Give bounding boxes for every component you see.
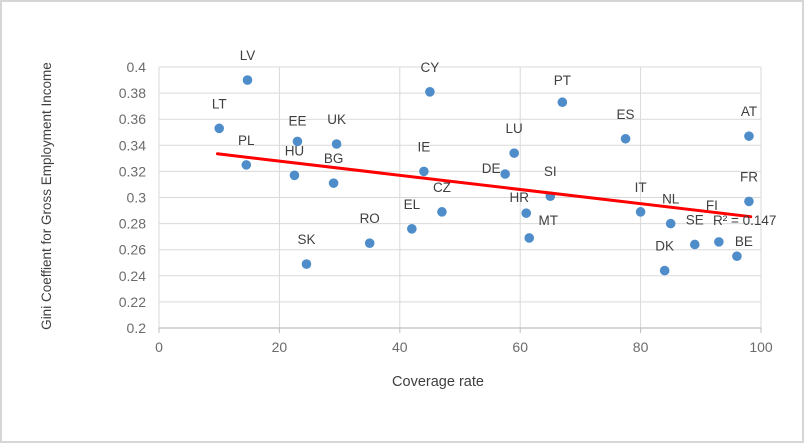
country-label-BE: BE — [735, 234, 753, 249]
country-label-SI: SI — [544, 164, 557, 179]
data-point-SK — [301, 259, 312, 269]
data-point-EL — [407, 224, 417, 234]
country-label-SK: SK — [297, 232, 315, 247]
country-label-DK: DK — [655, 239, 674, 254]
data-point-RO — [364, 238, 375, 248]
country-label-MT: MT — [538, 213, 558, 228]
y-tick-label: 0.24 — [119, 268, 146, 284]
y-tick-label: 0.2 — [127, 320, 147, 336]
country-label-UK: UK — [327, 112, 346, 127]
country-label-IT: IT — [635, 180, 647, 195]
country-label-FR: FR — [740, 169, 758, 184]
x-axis-title: Coverage rate — [392, 374, 484, 390]
y-tick-label: 0.4 — [127, 59, 147, 75]
country-label-ES: ES — [617, 107, 635, 122]
data-point-UK — [331, 139, 342, 149]
data-point-LT — [214, 123, 224, 134]
x-tick-label: 60 — [512, 339, 528, 355]
country-label-EE: EE — [288, 113, 306, 128]
country-label-BG: BG — [324, 151, 344, 166]
data-point-PT — [557, 97, 568, 108]
data-point-CY — [425, 86, 435, 97]
data-point-BE — [732, 251, 742, 262]
y-tick-label: 0.38 — [119, 85, 146, 101]
data-point-IE — [419, 166, 429, 177]
country-label-FI: FI — [706, 198, 718, 213]
data-point-BG — [328, 178, 339, 188]
data-point-PL — [241, 160, 252, 170]
data-point-EE — [292, 136, 303, 147]
country-label-RO: RO — [360, 211, 380, 226]
country-label-NL: NL — [662, 192, 680, 207]
country-label-HU: HU — [285, 143, 305, 158]
data-point-LU — [509, 148, 519, 158]
country-label-LV: LV — [240, 48, 256, 63]
y-axis-title: Gini Coeffient for Gross Employment Inco… — [39, 62, 54, 330]
data-point-NL — [665, 218, 676, 229]
y-tick-label: 0.3 — [127, 190, 147, 206]
data-point-FI — [714, 237, 724, 247]
country-label-DE: DE — [482, 161, 501, 176]
country-label-LU: LU — [506, 121, 523, 136]
country-label-AT: AT — [741, 104, 757, 119]
country-label-CZ: CZ — [433, 180, 451, 195]
data-point-FR — [744, 196, 754, 207]
data-point-HU — [289, 170, 300, 181]
y-tick-label: 0.26 — [119, 242, 146, 258]
country-label-PL: PL — [238, 133, 255, 148]
x-tick-label: 80 — [633, 339, 649, 355]
x-tick-label: 100 — [749, 339, 773, 355]
y-tick-label: 0.32 — [119, 163, 146, 179]
y-tick-label: 0.34 — [119, 137, 146, 153]
country-label-CY: CY — [421, 60, 440, 75]
data-point-LV — [242, 75, 253, 85]
data-point-DK — [659, 265, 670, 276]
country-label-EL: EL — [404, 197, 421, 212]
data-point-ES — [620, 133, 631, 144]
country-label-PT: PT — [554, 73, 571, 88]
data-point-MT — [524, 233, 535, 243]
country-label-HR: HR — [509, 190, 529, 205]
data-point-HR — [521, 208, 532, 218]
r-squared-label: R² = 0.147 — [713, 213, 777, 228]
data-point-SE — [689, 239, 700, 250]
country-label-LT: LT — [212, 96, 227, 111]
country-label-IE: IE — [417, 139, 430, 154]
x-tick-label: 40 — [392, 339, 408, 355]
data-point-IT — [635, 207, 646, 217]
y-tick-label: 0.36 — [119, 111, 146, 127]
data-point-CZ — [437, 207, 447, 217]
y-tick-label: 0.28 — [119, 216, 146, 232]
data-point-AT — [744, 131, 754, 141]
country-label-SE: SE — [686, 212, 704, 227]
y-tick-label: 0.22 — [119, 294, 146, 310]
data-point-DE — [500, 169, 510, 179]
x-tick-label: 0 — [155, 339, 163, 355]
trendline — [215, 152, 753, 219]
x-tick-label: 20 — [272, 339, 288, 355]
